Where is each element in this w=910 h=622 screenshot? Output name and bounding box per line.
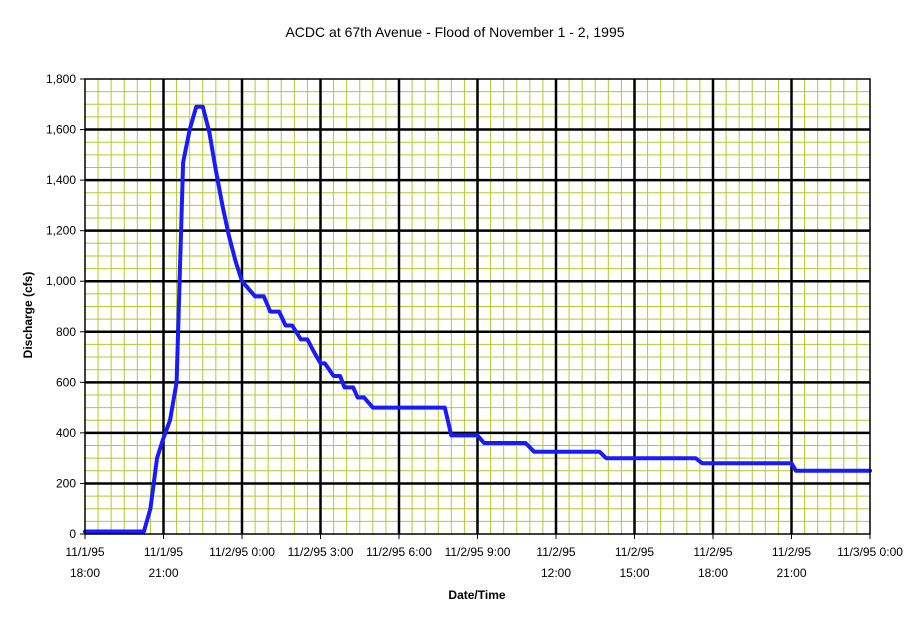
y-tick-label: 1,600 — [46, 123, 76, 137]
x-tick-label: 11/2/95 0:00 — [209, 545, 275, 559]
x-tick-label: 11/2/95 3:00 — [288, 545, 354, 559]
x-tick-label: 11/2/95 — [536, 545, 575, 559]
y-tick-label: 400 — [56, 426, 76, 440]
x-tick-label: 11/1/95 — [65, 545, 104, 559]
y-tick-label: 1,200 — [46, 224, 76, 238]
x-tick-label: 11/3/95 0:00 — [837, 545, 903, 559]
y-tick-label: 200 — [56, 476, 76, 490]
x-tick-label: 11/2/95 6:00 — [366, 545, 432, 559]
x-tick-label-line2: 18:00 — [70, 566, 100, 580]
x-tick-label-line2: 21:00 — [776, 566, 806, 580]
x-axis-label: Date/Time — [448, 588, 505, 602]
y-tick-label: 1,800 — [46, 72, 76, 86]
x-tick-label: 11/2/95 9:00 — [445, 545, 511, 559]
y-tick-label: 0 — [69, 527, 76, 541]
x-tick-label: 11/1/95 — [144, 545, 183, 559]
y-tick-label: 1,000 — [46, 274, 76, 288]
series-layer — [83, 104, 872, 534]
chart-title: ACDC at 67th Avenue - Flood of November … — [285, 24, 624, 40]
y-axis-tick-labels: 0 200 400 600 800 1,000 1,200 1,400 1,600 1,800 — [46, 72, 85, 541]
x-tick-label: 11/2/95 — [615, 545, 654, 559]
y-tick-label: 600 — [56, 375, 76, 389]
x-tick-label: 11/2/95 — [772, 545, 811, 559]
y-tick-label: 1,400 — [46, 173, 76, 187]
y-tick-label: 800 — [56, 325, 76, 339]
x-tick-label: 11/2/95 — [693, 545, 732, 559]
x-axis-tick-labels: 11/1/95 18:00 11/1/95 21:00 11/2/95 0:00 11/2… — [65, 534, 903, 580]
x-tick-label-line2: 21:00 — [148, 566, 178, 580]
major-grid — [85, 79, 870, 534]
discharge-series-line — [83, 104, 872, 534]
x-tick-label-line2: 12:00 — [541, 566, 571, 580]
y-axis-label: Discharge (cfs) — [21, 272, 35, 359]
x-tick-label-line2: 15:00 — [619, 566, 649, 580]
x-tick-label-line2: 18:00 — [698, 566, 728, 580]
